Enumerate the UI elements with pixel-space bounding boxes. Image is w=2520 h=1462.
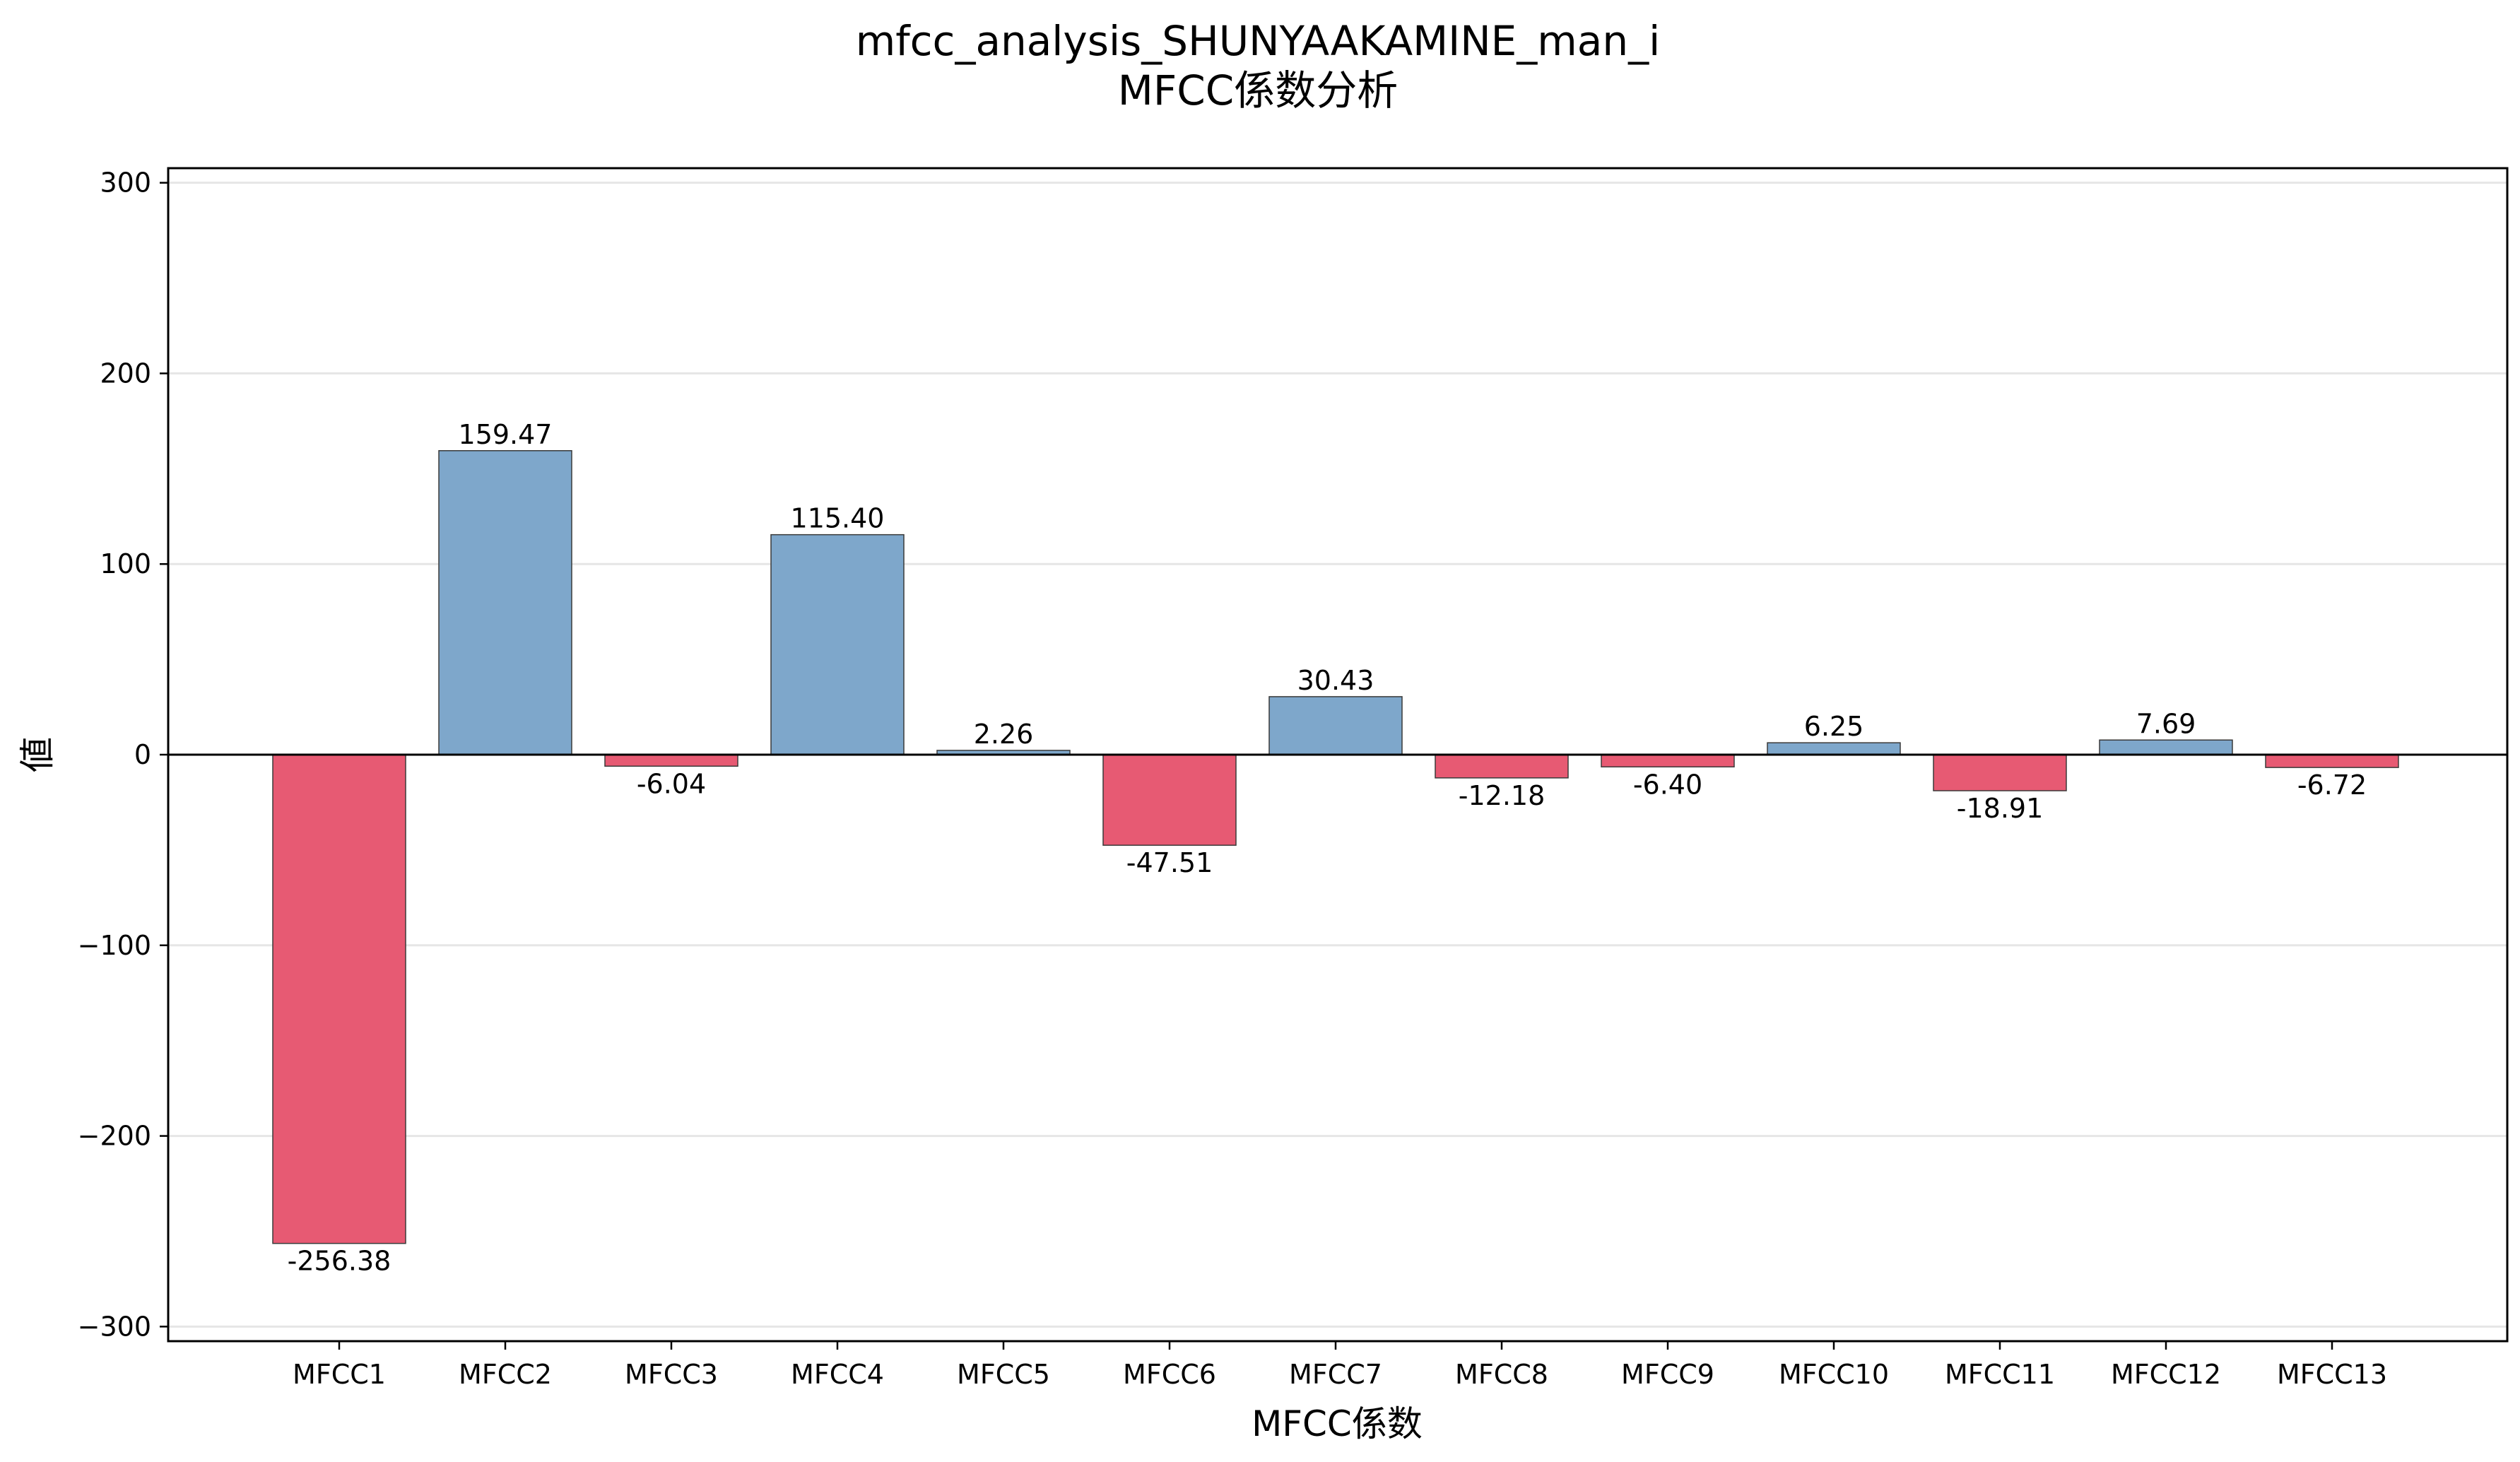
value-label-mfcc9: -6.40 bbox=[1633, 769, 1702, 800]
value-label-mfcc5: 2.26 bbox=[974, 719, 1034, 750]
bar-mfcc4 bbox=[770, 533, 905, 755]
x-tick-label: MFCC9 bbox=[1621, 1359, 1714, 1390]
x-tick-label: MFCC2 bbox=[459, 1359, 552, 1390]
y-tick-label: −300 bbox=[78, 1311, 151, 1342]
value-label-mfcc2: 159.47 bbox=[459, 419, 553, 450]
chart-title: mfcc_analysis_SHUNYAAKAMINE_man_i bbox=[856, 17, 1660, 65]
bar-mfcc13 bbox=[2265, 754, 2399, 768]
value-label-mfcc10: 6.25 bbox=[1804, 711, 1864, 742]
bar-mfcc9 bbox=[1601, 754, 1735, 768]
x-tick-label: MFCC13 bbox=[2277, 1359, 2387, 1390]
bar-mfcc6 bbox=[1102, 754, 1237, 846]
x-tick-label: MFCC12 bbox=[2111, 1359, 2221, 1390]
y-tick-label: 100 bbox=[100, 548, 151, 579]
bar-mfcc1 bbox=[272, 754, 406, 1244]
chart-subtitle: MFCC係数分析 bbox=[1118, 66, 1398, 114]
y-axis: −300 −200 −100 0 100 200 300 bbox=[78, 167, 168, 1342]
value-label-mfcc13: -6.72 bbox=[2297, 770, 2367, 801]
x-axis: MFCC1 MFCC2 MFCC3 MFCC4 MFCC5 MFCC6 MFCC7 MFCC8… bbox=[293, 1341, 2387, 1390]
y-tick-label: 200 bbox=[100, 358, 151, 389]
value-labels: -256.38 159.47 -6.04 115.40 2.26 -47.51 30.43 -… bbox=[288, 419, 2367, 1277]
bar-mfcc12 bbox=[2099, 739, 2233, 755]
y-tick-label: 0 bbox=[134, 739, 151, 770]
bar-mfcc10 bbox=[1767, 742, 1901, 755]
x-tick-label: MFCC7 bbox=[1289, 1359, 1382, 1390]
value-label-mfcc11: -18.91 bbox=[1957, 793, 2044, 824]
x-tick-label: MFCC11 bbox=[1945, 1359, 2055, 1390]
value-label-mfcc6: -47.51 bbox=[1126, 847, 1213, 878]
y-tick-label: −200 bbox=[78, 1121, 151, 1152]
value-label-mfcc1: -256.38 bbox=[288, 1246, 391, 1277]
x-tick-label: MFCC1 bbox=[293, 1359, 386, 1390]
x-tick-label: MFCC10 bbox=[1779, 1359, 1889, 1390]
bars bbox=[272, 450, 2399, 1244]
x-tick-label: MFCC4 bbox=[791, 1359, 884, 1390]
x-tick-label: MFCC8 bbox=[1455, 1359, 1548, 1390]
bar-mfcc2 bbox=[438, 450, 572, 755]
value-label-mfcc8: -12.18 bbox=[1459, 780, 1545, 811]
y-axis-label: 値 bbox=[17, 737, 58, 772]
bar-mfcc11 bbox=[1933, 754, 2067, 791]
bar-mfcc3 bbox=[604, 754, 738, 767]
x-tick-label: MFCC6 bbox=[1123, 1359, 1216, 1390]
x-tick-label: MFCC3 bbox=[625, 1359, 718, 1390]
bar-mfcc7 bbox=[1268, 696, 1403, 755]
value-label-mfcc7: 30.43 bbox=[1297, 665, 1374, 696]
bar-mfcc8 bbox=[1435, 754, 1569, 779]
y-tick-label: 300 bbox=[100, 167, 151, 199]
value-label-mfcc4: 115.40 bbox=[791, 503, 885, 534]
y-tick-label: −100 bbox=[78, 930, 151, 961]
value-label-mfcc12: 7.69 bbox=[2136, 708, 2196, 739]
x-tick-label: MFCC5 bbox=[957, 1359, 1050, 1390]
x-axis-label: MFCC係数 bbox=[1252, 1403, 1423, 1444]
value-label-mfcc3: -6.04 bbox=[637, 768, 706, 799]
